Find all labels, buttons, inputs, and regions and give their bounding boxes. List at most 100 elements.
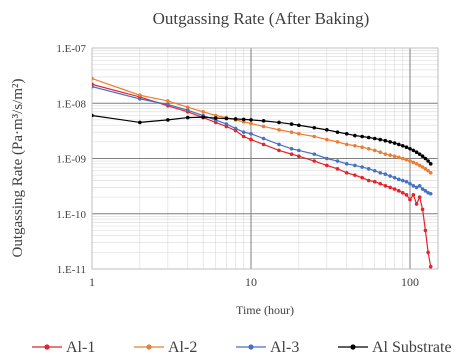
data-point-al-2 — [325, 137, 329, 142]
data-point-al-3 — [325, 156, 329, 161]
data-point-al-substrate — [344, 131, 349, 136]
data-point-al-substrate — [233, 117, 238, 121]
x-axis-ticks: 1 10 100 — [89, 275, 419, 289]
data-point-al-substrate — [411, 148, 416, 153]
data-point-al-2 — [383, 152, 388, 156]
data-point-al-3 — [378, 171, 383, 175]
series-layer — [92, 76, 433, 269]
data-point-al-1 — [392, 187, 397, 191]
data-point-al-1 — [277, 148, 281, 153]
data-point-al-2 — [166, 99, 170, 103]
data-point-al-substrate — [312, 125, 317, 130]
data-point-al-substrate — [404, 145, 409, 150]
data-point-al-2 — [396, 155, 401, 160]
data-point-al-2 — [138, 93, 142, 97]
data-point-al-substrate — [92, 113, 94, 118]
legend-item-al-1: Al-1 — [32, 339, 95, 356]
data-point-al-2 — [261, 124, 266, 129]
data-point-al-3 — [261, 136, 266, 141]
data-point-al-3 — [383, 172, 388, 176]
x-tick-label: 10 — [245, 275, 257, 289]
data-point-al-3 — [392, 175, 397, 180]
data-point-al-substrate — [224, 116, 229, 121]
data-point-al-2 — [297, 131, 301, 136]
data-point-al-2 — [201, 110, 205, 114]
data-point-al-3 — [388, 174, 392, 178]
series-al-substrate — [92, 113, 433, 166]
y-tick-label: 1.E-07 — [56, 43, 86, 55]
data-point-al-substrate — [360, 134, 364, 139]
data-point-al-substrate — [408, 146, 412, 151]
data-point-al-substrate — [213, 116, 218, 120]
x-tick-label: 100 — [401, 275, 419, 289]
data-point-al-3 — [423, 189, 428, 193]
data-point-al-substrate — [388, 140, 392, 144]
data-point-al-2 — [249, 121, 253, 126]
data-point-al-2 — [344, 142, 349, 147]
data-point-al-2 — [92, 76, 94, 81]
x-tick-label: 1 — [89, 275, 95, 289]
data-point-al-substrate — [417, 152, 422, 156]
legend: Al-1 Al-2 Al-3 Al Substrate — [32, 339, 452, 356]
data-point-al-2 — [372, 148, 377, 153]
data-point-al-3 — [414, 185, 419, 190]
data-point-al-2 — [353, 143, 357, 148]
data-point-al-2 — [335, 140, 340, 144]
data-point-al-3 — [417, 184, 422, 188]
data-point-al-substrate — [138, 120, 142, 125]
data-point-al-3 — [366, 167, 371, 171]
y-tick-label: 1.E-08 — [56, 98, 86, 110]
data-point-al-1 — [426, 250, 430, 255]
data-point-al-2 — [360, 145, 364, 150]
data-point-al-1 — [213, 120, 218, 125]
data-point-al-substrate — [185, 115, 190, 120]
plot-frame — [91, 47, 439, 270]
data-point-al-2 — [408, 159, 412, 163]
data-point-al-1 — [408, 197, 412, 202]
legend-item-al-2: Al-2 — [134, 339, 197, 356]
data-point-al-substrate — [297, 123, 301, 128]
data-point-al-1 — [289, 152, 294, 156]
data-point-al-1 — [428, 264, 433, 269]
data-point-al-1 — [388, 185, 392, 190]
data-point-al-1 — [360, 175, 364, 180]
legend-swatch-marker — [248, 344, 254, 350]
data-point-al-2 — [426, 168, 430, 173]
data-point-al-substrate — [383, 138, 388, 143]
data-point-al-2 — [277, 128, 281, 132]
data-point-al-1 — [335, 167, 340, 171]
data-point-al-substrate — [428, 162, 433, 166]
data-point-al-2 — [388, 153, 392, 157]
data-point-al-3 — [411, 184, 416, 188]
data-point-al-substrate — [335, 130, 340, 134]
data-point-al-2 — [378, 150, 383, 154]
data-point-al-3 — [166, 102, 170, 107]
data-point-al-1 — [366, 178, 371, 183]
series-al-1 — [92, 82, 433, 269]
data-point-al-1 — [312, 159, 317, 163]
x-axis-label: Time (hour) — [236, 303, 294, 317]
data-point-al-substrate — [261, 119, 266, 123]
data-point-al-3 — [312, 152, 317, 156]
data-point-al-3 — [396, 177, 401, 182]
data-point-al-3 — [335, 159, 340, 163]
data-point-al-3 — [241, 130, 246, 134]
data-point-al-substrate — [392, 141, 397, 145]
data-point-al-3 — [420, 187, 425, 191]
data-point-al-3 — [400, 178, 405, 183]
data-point-al-2 — [420, 165, 425, 169]
data-point-al-1 — [400, 190, 405, 195]
data-point-al-1 — [417, 195, 422, 199]
data-point-al-3 — [360, 165, 364, 169]
y-tick-label: 1.E-11 — [57, 264, 86, 276]
legend-label: Al-3 — [270, 339, 299, 356]
data-point-al-substrate — [420, 154, 425, 159]
data-point-al-3 — [353, 163, 357, 168]
chart-title: Outgassing Rate (After Baking) — [153, 9, 370, 28]
data-point-al-substrate — [400, 143, 405, 148]
data-point-al-3 — [408, 181, 412, 186]
data-point-al-2 — [392, 154, 397, 159]
y-axis-label: Outgassing Rate (Pa·m³/s/m²) — [10, 79, 26, 258]
data-point-al-2 — [417, 163, 422, 168]
minor-gridlines — [92, 48, 438, 269]
